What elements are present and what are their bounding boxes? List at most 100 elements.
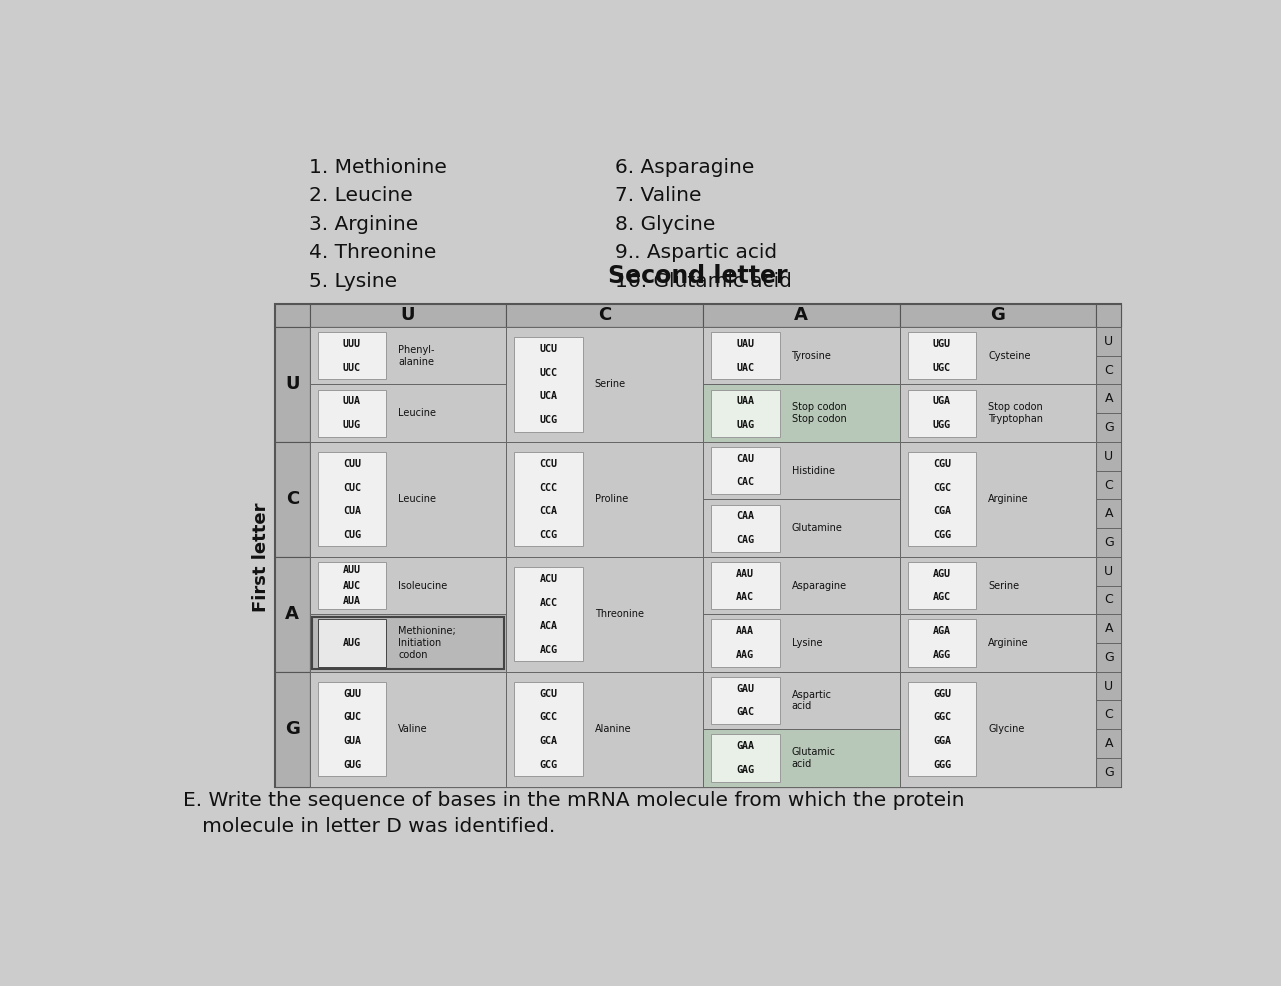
Bar	[310, 557, 506, 614]
Bar	[703, 557, 899, 671]
Text: CCA: CCA	[539, 506, 557, 516]
Bar	[1097, 356, 1121, 385]
Text: 8. Glycine: 8. Glycine	[615, 215, 715, 234]
Text: A: A	[1104, 392, 1113, 405]
Text: UGC: UGC	[933, 363, 951, 373]
Text: Leucine: Leucine	[398, 408, 437, 418]
Text: 3. Arginine: 3. Arginine	[309, 215, 418, 234]
Text: GCU: GCU	[539, 689, 557, 699]
Bar	[1097, 385, 1121, 413]
Bar	[899, 557, 1097, 671]
Text: G: G	[1104, 651, 1113, 664]
Bar	[899, 614, 1097, 671]
Text: First letter: First letter	[252, 502, 270, 611]
Bar	[899, 442, 1097, 557]
Bar	[899, 557, 1097, 614]
Text: A: A	[794, 307, 808, 324]
Bar	[703, 671, 899, 787]
Text: G: G	[284, 720, 300, 739]
Text: Arginine: Arginine	[988, 638, 1029, 648]
Bar	[1097, 327, 1121, 356]
Bar	[313, 616, 503, 669]
Bar	[318, 332, 387, 380]
Bar	[711, 619, 780, 667]
Text: AUA: AUA	[343, 597, 361, 606]
Text: UUU: UUU	[343, 339, 361, 349]
Bar	[711, 389, 780, 437]
Text: AAG: AAG	[737, 650, 755, 660]
Text: GGA: GGA	[933, 736, 951, 746]
Text: Second letter: Second letter	[608, 264, 788, 289]
Text: Leucine: Leucine	[398, 494, 437, 505]
Text: A: A	[286, 605, 300, 623]
Text: G: G	[1104, 536, 1113, 549]
Text: Methionine;
Initiation
codon: Methionine; Initiation codon	[398, 626, 456, 660]
Text: CUA: CUA	[343, 506, 361, 516]
Text: UCU: UCU	[539, 344, 557, 354]
Text: GAC: GAC	[737, 707, 755, 717]
Bar	[310, 385, 506, 442]
Bar	[514, 453, 583, 546]
Bar	[1097, 442, 1121, 470]
Text: UAC: UAC	[737, 363, 755, 373]
Text: GAA: GAA	[737, 741, 755, 751]
Bar	[907, 389, 976, 437]
Bar	[1097, 671, 1121, 700]
Text: UUA: UUA	[343, 396, 361, 406]
Text: CAA: CAA	[737, 512, 755, 522]
Text: A: A	[1104, 738, 1113, 750]
Text: ACG: ACG	[539, 645, 557, 655]
Text: AGU: AGU	[933, 569, 951, 579]
Text: C: C	[1104, 594, 1113, 606]
Bar	[310, 671, 506, 787]
Text: AAA: AAA	[737, 626, 755, 636]
Bar	[711, 505, 780, 551]
Text: UGA: UGA	[933, 396, 951, 406]
Text: U: U	[401, 307, 415, 324]
Bar	[275, 304, 310, 327]
Bar	[318, 562, 387, 609]
Bar	[907, 619, 976, 667]
Text: UAA: UAA	[737, 396, 755, 406]
Text: molecule in letter D was identified.: molecule in letter D was identified.	[183, 817, 556, 836]
Bar	[1097, 499, 1121, 528]
Text: AGG: AGG	[933, 650, 951, 660]
Text: AUC: AUC	[343, 581, 361, 591]
Text: GCA: GCA	[539, 736, 557, 746]
Text: UUG: UUG	[343, 420, 361, 430]
Text: AUG: AUG	[343, 638, 361, 648]
Bar	[1097, 470, 1121, 499]
Bar	[899, 671, 1097, 787]
Bar	[711, 332, 780, 380]
Bar	[711, 677, 780, 724]
Bar	[703, 671, 899, 730]
Bar	[506, 671, 703, 787]
Bar	[899, 304, 1097, 327]
Text: Glutamic
acid: Glutamic acid	[792, 747, 835, 769]
Bar	[703, 327, 899, 385]
Bar	[899, 385, 1097, 442]
Text: A: A	[1104, 507, 1113, 521]
Text: GCG: GCG	[539, 759, 557, 769]
Text: CAC: CAC	[737, 477, 755, 487]
Text: Proline: Proline	[594, 494, 628, 505]
Bar	[1097, 614, 1121, 643]
Text: GUA: GUA	[343, 736, 361, 746]
Text: CAU: CAU	[737, 454, 755, 463]
Text: 10. Glutamic acid: 10. Glutamic acid	[615, 271, 792, 291]
Text: Serine: Serine	[594, 380, 626, 389]
Text: GCC: GCC	[539, 713, 557, 723]
Bar	[514, 682, 583, 776]
Text: CAG: CAG	[737, 534, 755, 545]
Bar	[275, 327, 310, 442]
Bar	[310, 442, 506, 557]
Text: CGU: CGU	[933, 459, 951, 469]
Text: UCC: UCC	[539, 368, 557, 378]
Text: 4. Threonine: 4. Threonine	[309, 244, 437, 262]
Bar	[506, 671, 703, 787]
Bar	[506, 557, 703, 671]
Text: C: C	[286, 490, 298, 509]
Text: GGC: GGC	[933, 713, 951, 723]
Text: 2. Leucine: 2. Leucine	[309, 186, 412, 205]
Bar	[275, 671, 310, 787]
